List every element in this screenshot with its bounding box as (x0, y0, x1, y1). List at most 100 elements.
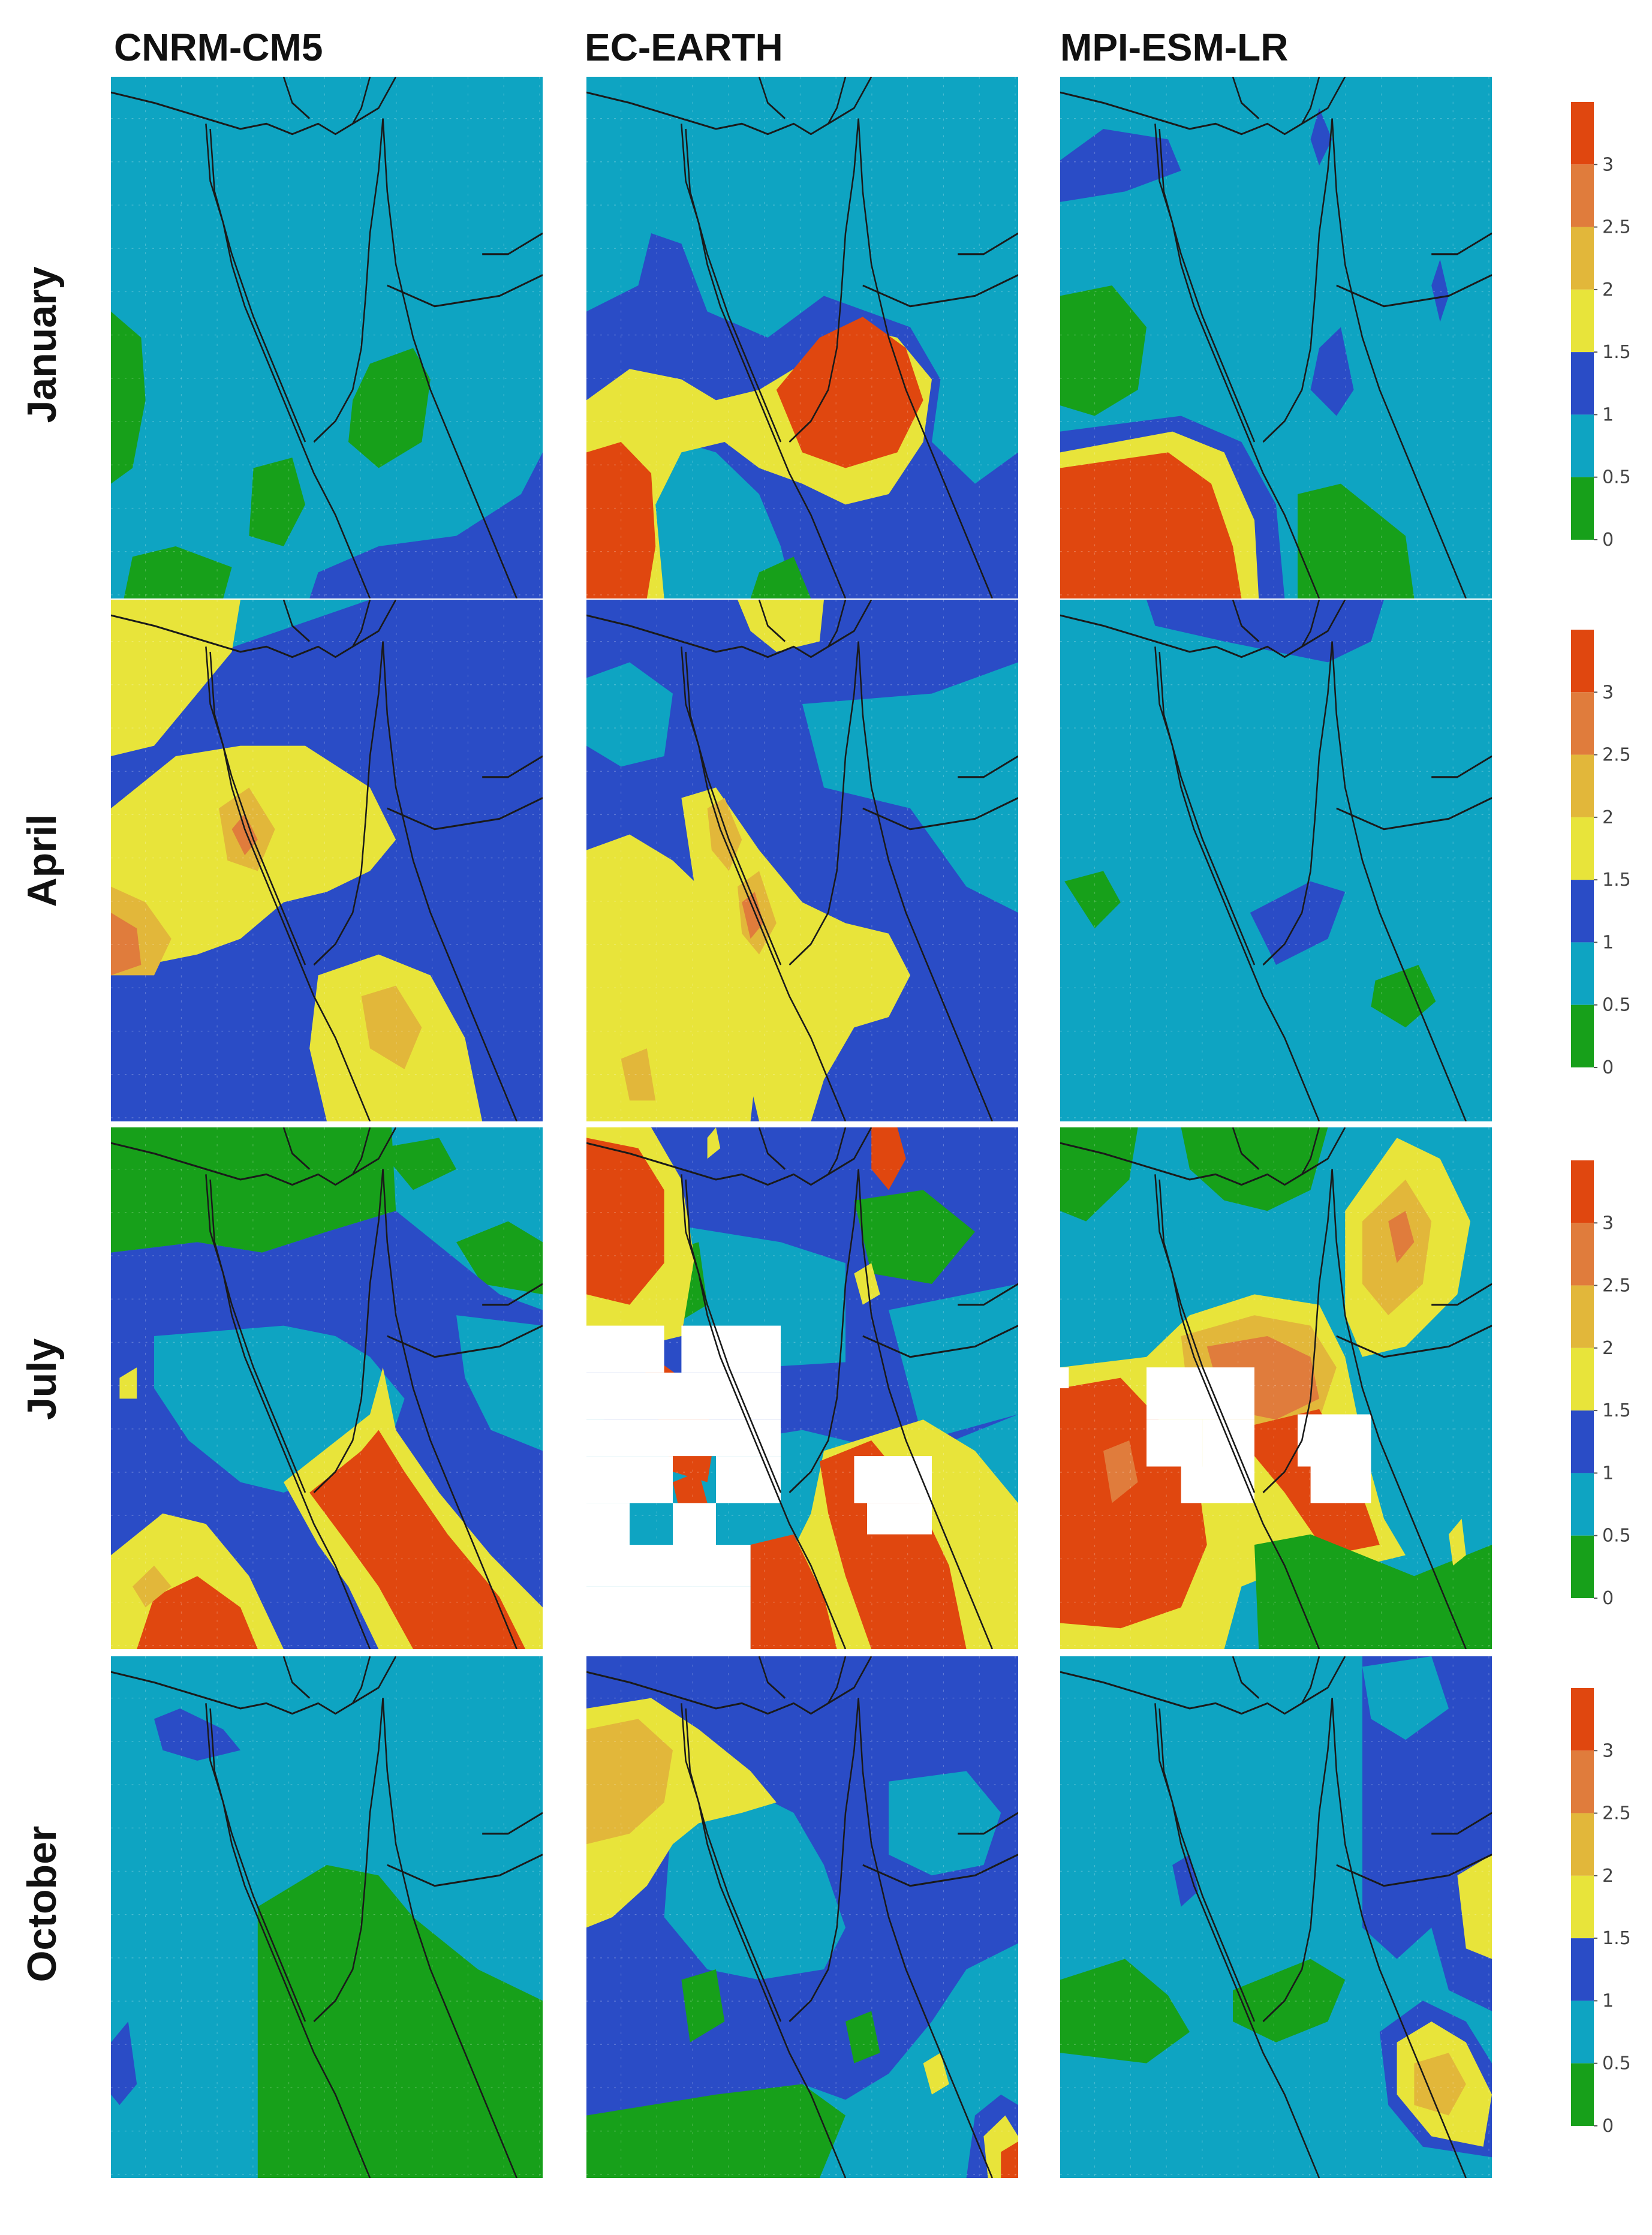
contour-region-gold (621, 1048, 656, 1101)
border-line (1262, 1169, 1333, 1494)
border-line (1060, 1656, 1346, 1715)
colorbar-tick-label: 3 (1602, 154, 1614, 175)
map-panel-october-ec-earth (586, 1656, 1018, 2178)
contour-region-red (586, 442, 656, 598)
map-panel-october-mpi-esm-lr (1060, 1656, 1492, 2178)
border-line (1431, 755, 1492, 778)
border-line (282, 600, 371, 648)
border-line (209, 128, 306, 443)
colorbar-tick-label: 1.5 (1602, 1928, 1631, 1949)
coastline-overlay (1060, 600, 1492, 1121)
colorbar-segment (1571, 1410, 1594, 1473)
colorbar-tick-label: 3 (1602, 682, 1614, 703)
graticule (111, 77, 543, 598)
border-line (313, 1698, 384, 2023)
graticule (1060, 600, 1492, 1121)
colorbar-segment (1571, 1875, 1594, 1939)
colorbar-segment (1571, 942, 1594, 1005)
contour-region-blue (1060, 129, 1181, 202)
contour-region-gold (133, 1565, 171, 1608)
masked-cell (867, 1503, 932, 1535)
colorbar-segment (1571, 880, 1594, 943)
colorbar-tick-label: 1 (1602, 1463, 1614, 1484)
border-line (282, 1127, 371, 1175)
border-line (1331, 1698, 1467, 2178)
border-line (382, 118, 517, 598)
colorbar-segment (1571, 1223, 1594, 1286)
contour-region-green (1064, 871, 1121, 929)
border-line (1232, 1656, 1320, 1704)
contour-map (111, 1656, 543, 2178)
map-panel-january-cnrm-cm5 (111, 77, 543, 598)
border-line (111, 77, 397, 136)
contour-map (111, 1127, 543, 1649)
border-line (482, 755, 543, 778)
contour-region-yellow (119, 1367, 137, 1399)
contour-region-green (378, 1138, 456, 1190)
border-line (758, 600, 847, 648)
colorbar-tick-label: 0.5 (1602, 2053, 1631, 2074)
colorbar-segment (1571, 817, 1594, 880)
border-line (1262, 1698, 1333, 2023)
border-line (1336, 274, 1492, 308)
border-line (758, 1656, 847, 1704)
contour-region-green (1181, 1127, 1328, 1211)
colorbar-october: 3 2.5 2 1.5 1 0.5 0 (1571, 1688, 1649, 2138)
contour-map (1060, 600, 1492, 1121)
contour-region-blue (1310, 108, 1332, 166)
colorbar-segment (1571, 1813, 1594, 1876)
contour-region-background (1060, 1211, 1242, 1347)
graticule (111, 1656, 543, 2178)
map-panel-october-cnrm-cm5 (111, 1656, 543, 2178)
colorbar-segment (1571, 1285, 1594, 1348)
border-line (789, 118, 859, 443)
colorbar-segment (1571, 227, 1594, 290)
coastline-overlay (586, 1656, 1018, 2178)
border-line (862, 797, 1018, 831)
contour-region-blue (491, 819, 517, 903)
border-line (387, 1854, 543, 1887)
masked-cell (586, 1545, 751, 1587)
border-line (1336, 1854, 1492, 1887)
colorbar-segment (1571, 1004, 1594, 1067)
contour-region-red (1233, 1409, 1380, 1556)
border-line (209, 1708, 306, 2022)
border-line (789, 641, 859, 966)
row-title-october: October (19, 1825, 65, 1983)
colorbar-segment (1571, 2063, 1594, 2126)
coastline-overlay (111, 600, 543, 1121)
colorbar-segment (1571, 289, 1594, 353)
colorbar-tick-label: 1 (1602, 404, 1614, 425)
colorbar-segment (1571, 1938, 1594, 2001)
border-line (1336, 1325, 1492, 1358)
colorbar-segment (1571, 1160, 1594, 1223)
contour-region-yellow (738, 600, 824, 652)
border-line (958, 755, 1018, 778)
contour-region-green (750, 557, 811, 598)
colorbar-tick-label: 3 (1602, 1740, 1614, 1761)
contour-map (586, 1127, 1018, 1649)
border-line (111, 1127, 397, 1186)
contour-region-green (586, 2084, 845, 2178)
contour-region-green (111, 1127, 396, 1253)
colorbar-tick-label: 0.5 (1602, 995, 1631, 1016)
colorbar-tick-label: 2.5 (1602, 1276, 1631, 1297)
coastline-overlay (1060, 77, 1492, 598)
border-line (1262, 118, 1333, 443)
colorbar-tick-label: 2.5 (1602, 745, 1631, 766)
colorbar-january: 3 2.5 2 1.5 1 0.5 0 (1571, 102, 1649, 552)
colorbar-tick-label: 2 (1602, 1338, 1614, 1359)
contour-region-green (1298, 483, 1415, 598)
contour-region-blue (111, 2022, 137, 2105)
border-line (862, 1854, 1018, 1887)
contour-region-green (1060, 285, 1147, 416)
border-line (1431, 1283, 1492, 1306)
border-line (313, 641, 384, 966)
border-line (1262, 641, 1333, 966)
masked-cell (586, 1325, 664, 1373)
colorbar-segment (1571, 164, 1594, 227)
masked-cell (1202, 1419, 1254, 1467)
map-panel-july-cnrm-cm5 (111, 1127, 543, 1649)
border-line (1232, 77, 1320, 125)
contour-region-green (1060, 1959, 1190, 2063)
